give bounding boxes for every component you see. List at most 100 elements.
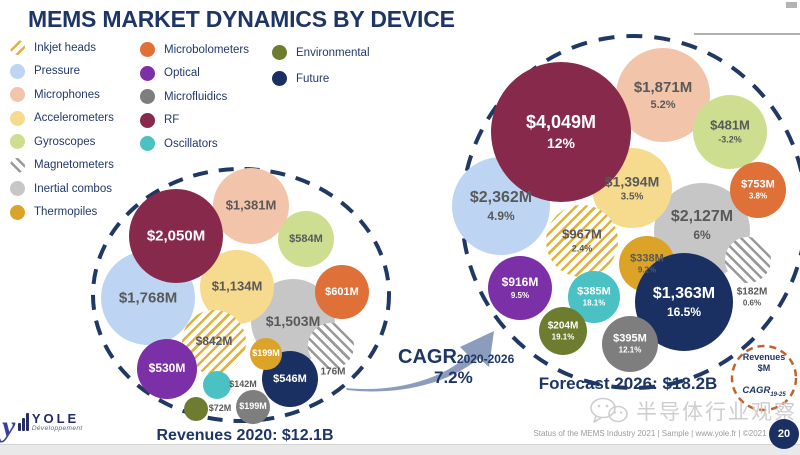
legend-item-microbolometers: Microbolometers: [140, 42, 249, 57]
bubble-revenues-2020-optical: [137, 339, 197, 399]
bubble-forecast-2026-inkjet: [546, 205, 618, 277]
legend-label-microfluidics: Microfluidics: [164, 90, 228, 103]
legend-item-environmental: Environmental: [272, 45, 370, 60]
legend-item-microphones: Microphones: [10, 87, 114, 102]
legend-label-gyroscopes: Gyroscopes: [34, 135, 96, 148]
legend-item-thermopiles: Thermopiles: [10, 204, 114, 220]
legend-label-microphones: Microphones: [34, 88, 100, 101]
legend-item-oscillators: Oscillators: [140, 136, 249, 151]
bottom-strip: [0, 444, 800, 455]
bubble-label-revenues-2020-microfluidics: $199M: [239, 401, 267, 412]
window-corner-glyph: [786, 2, 797, 8]
key-circle-outline: [730, 344, 798, 412]
wechat-icon: [590, 397, 628, 423]
legend-label-pressure: Pressure: [34, 65, 81, 77]
legend-label-rf: RF: [164, 114, 180, 126]
bubble-label-forecast-2026-future: $1,363M 16.5%: [652, 284, 716, 319]
bubble-label-revenues-2020-rf: $2,050M: [146, 227, 206, 245]
bubble-forecast-2026-microfluidics: [602, 316, 658, 372]
microphones-swatch-icon: [10, 87, 25, 102]
bubble-revenues-2020-microfluidics: [236, 390, 270, 424]
legend-item-microfluidics: Microfluidics: [140, 89, 249, 104]
bubble-revenues-2020-magnetometers: [308, 323, 354, 369]
legend-column-1: Inkjet heads Pressure Microphones Accelerom…: [10, 40, 114, 228]
bubble-label-revenues-2020-environmental: $72M: [208, 403, 232, 414]
legend-item-pressure: Pressure: [10, 63, 114, 79]
bubble-forecast-2026-magnetometers: [725, 237, 771, 283]
bubble-label-forecast-2026-inertial: $2,127M 6%: [670, 207, 734, 242]
cagr-arrow-label: CAGR2020-2026 7.2%: [398, 347, 514, 386]
bubble-label-revenues-2020-accelerometers: $1,134M: [211, 278, 263, 294]
bubble-label-forecast-2026-oscillators: $385M 18.1%: [577, 285, 611, 308]
bubble-label-revenues-2020-optical: $530M: [148, 361, 186, 376]
bubble-revenues-2020-rf: [129, 189, 223, 283]
bubble-label-revenues-2020-inertial: $1,503M: [265, 312, 321, 329]
microbolometers-swatch-icon: [140, 42, 155, 57]
environmental-swatch-icon: [272, 45, 287, 60]
footer-source-text: Status of the MEMS Industry 2021 | Sampl…: [533, 429, 767, 438]
inertial-swatch-icon: [10, 181, 25, 196]
legend-label-magnetometers: Magnetometers: [34, 159, 114, 171]
legend-item-rf: RF: [140, 112, 249, 128]
bubble-label-forecast-2026-pressure: $2,362M 4.9%: [469, 188, 533, 223]
legend-label-oscillators: Oscillators: [164, 137, 218, 150]
bubble-forecast-2026-gyroscopes: [693, 95, 767, 169]
oscillators-swatch-icon: [140, 136, 155, 151]
gyroscopes-swatch-icon: [10, 134, 25, 149]
cagr-word: CAGR: [398, 346, 457, 368]
bubble-forecast-2026-rf: [491, 62, 631, 202]
bubble-label-revenues-2020-future: $546M: [273, 372, 307, 385]
future-swatch-icon: [272, 71, 287, 86]
bubble-forecast-2026-microbolometers: [730, 162, 786, 218]
bubble-label-forecast-2026-accelerometers: $1,394M 3.5%: [604, 173, 660, 203]
page-title: MEMS MARKET DYNAMICS BY DEVICE: [28, 6, 455, 32]
bubble-label-revenues-2020-magnetometers: 176M: [320, 366, 346, 378]
bubble-revenues-2020-environmental: [184, 397, 208, 421]
key-cagr-label: CAGR19-25: [742, 384, 786, 398]
logo-subbrand: Développement: [31, 425, 83, 432]
key-cagr-subscript: 19-25: [770, 391, 786, 398]
accelerometers-swatch-icon: [10, 110, 25, 126]
pressure-swatch-icon: [10, 63, 25, 79]
bubble-revenues-2020-microphones: [213, 168, 289, 244]
legend-column-2: Microbolometers Optical Microfluidics RF Osc…: [140, 42, 249, 160]
legend-item-inkjet: Inkjet heads: [10, 40, 114, 55]
thermopiles-swatch-icon: [10, 204, 25, 220]
bubble-label-forecast-2026-microphones: $1,871M 5.2%: [633, 79, 693, 111]
rf-swatch-icon: [140, 112, 155, 128]
legend-label-environmental: Environmental: [296, 46, 370, 59]
bubble-label-forecast-2026-microbolometers: $753M 3.8%: [741, 178, 775, 201]
inkjet-swatch-icon: [10, 40, 25, 55]
bubble-label-forecast-2026-microfluidics: $395M 12.1%: [613, 332, 647, 355]
key-revenues-label: Revenues: [742, 352, 786, 362]
bubble-revenues-2020-microbolometers: [315, 265, 369, 319]
legend-item-optical: Optical: [140, 65, 249, 81]
bubble-revenues-2020-oscillators: [203, 371, 231, 399]
bubble-forecast-2026-environmental: [539, 307, 587, 355]
cagr-arrow: [346, 331, 494, 392]
bubble-label-revenues-2020-oscillators: $142M: [229, 379, 257, 390]
bubble-size-key: Revenues $M CAGR19-25: [732, 352, 796, 399]
legend-item-future: Future: [272, 71, 370, 86]
legend-label-optical: Optical: [164, 67, 200, 79]
yole-logo: y YOLE Développement: [2, 411, 83, 441]
legend-label-accelerometers: Accelerometers: [34, 112, 114, 124]
legend-item-gyroscopes: Gyroscopes: [10, 134, 114, 149]
legend-column-3: Environmental Future: [272, 45, 370, 97]
logo-bars-icon: [18, 412, 29, 439]
logo-wordmark: YOLE Développement: [32, 412, 83, 439]
legend-item-magnetometers: Magnetometers: [10, 157, 114, 173]
legend-label-thermopiles: Thermopiles: [34, 206, 98, 218]
watermark: 半导体行业观察: [588, 396, 797, 426]
legend-label-inkjet: Inkjet heads: [34, 41, 97, 54]
page-number-badge: 20: [769, 419, 799, 449]
legend-label-microbolometers: Microbolometers: [164, 43, 249, 56]
key-units-label: $M: [757, 363, 771, 374]
bubble-label-forecast-2026-inkjet: $967M 2.4%: [562, 226, 602, 254]
bubble-label-forecast-2026-environmental: $204M 19.1%: [547, 320, 579, 342]
window-edge-line: [694, 33, 800, 35]
bubble-label-revenues-2020-thermopiles: $199M: [252, 348, 280, 359]
